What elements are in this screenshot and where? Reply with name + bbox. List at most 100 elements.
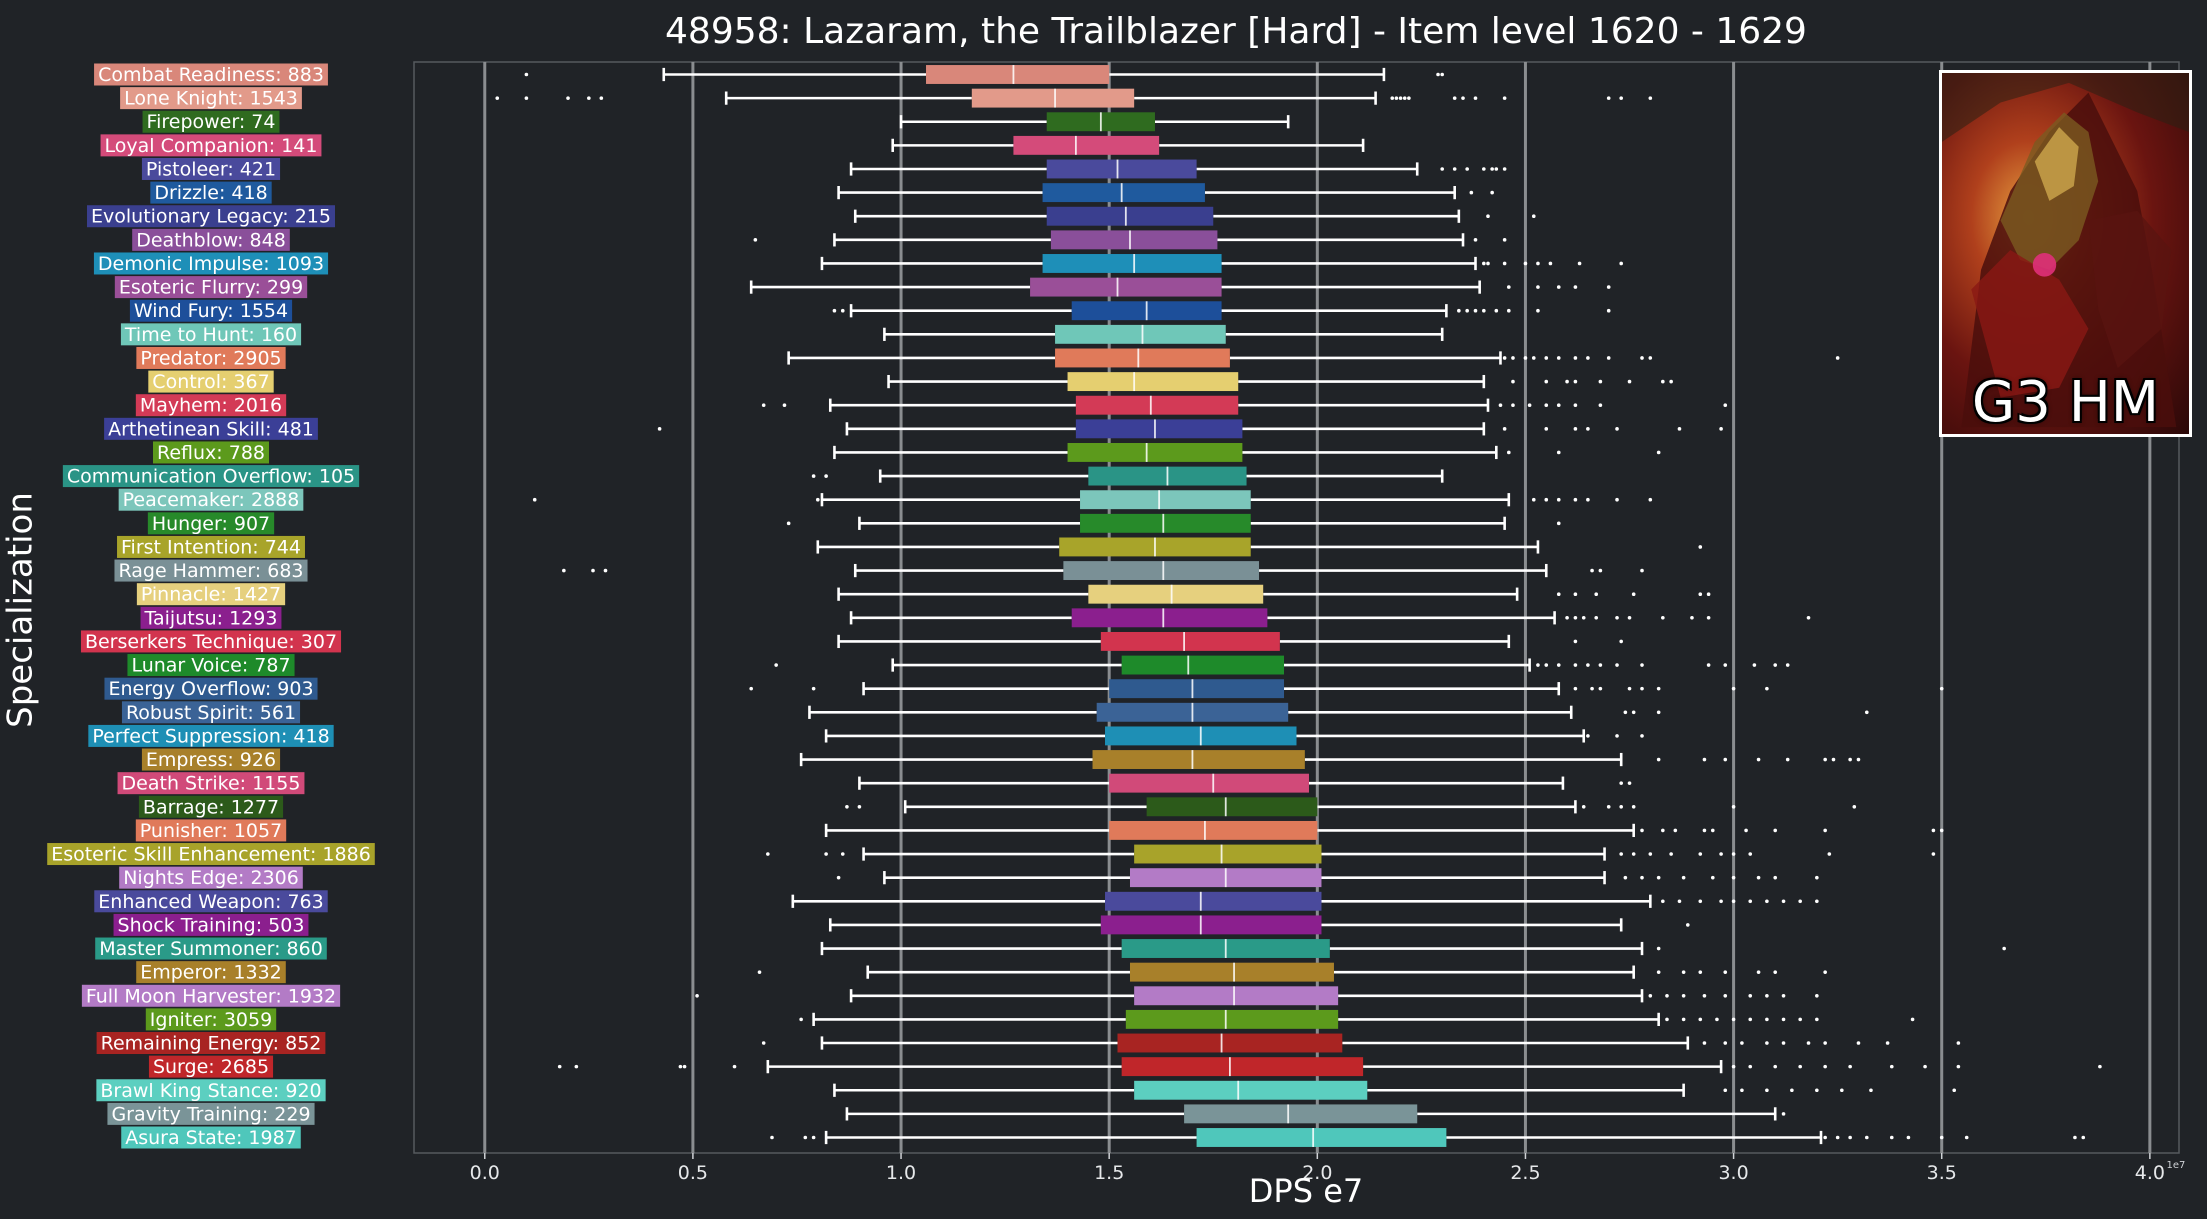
outlier-point [1848,757,1852,762]
outlier-point [1502,96,1507,100]
outlier-point [1573,663,1578,667]
outlier-point [1785,663,1790,667]
outlier-point [1719,852,1723,856]
y-category-label-text: Drizzle: 418 [154,182,267,204]
box-series [858,773,1632,793]
outlier-point [2098,1064,2102,1069]
outlier-point [1748,993,1753,998]
iqr-box [1146,797,1318,817]
outlier-point [1473,96,1478,100]
outlier-point [766,852,770,856]
outlier-point [1502,167,1507,171]
outlier-point [1631,804,1636,809]
iqr-box [1100,631,1280,651]
outlier-point [1835,356,1840,360]
outlier-point [2081,1135,2086,1140]
y-category-label-bg [117,535,305,558]
y-category-label-text: Death Strike: 1155 [122,773,301,795]
outlier-point [1527,403,1532,408]
outlier-point [657,427,662,431]
outlier-point [1486,214,1490,219]
outlier-point [1565,379,1569,384]
outlier-point [1864,710,1869,715]
outlier-point [1648,96,1653,100]
y-category-label: Predator: 2905 [136,346,286,369]
y-category-label-bg [88,724,334,747]
outlier-point [1885,1041,1890,1045]
outlier-point [1615,616,1619,620]
y-category-label-bg [94,890,328,913]
iqr-box [1109,773,1309,793]
outlier-point [1661,379,1665,384]
outlier-point [811,474,816,478]
outlier-point [1665,1017,1669,1022]
iqr-box [1088,584,1264,604]
outlier-point [1752,663,1757,667]
outlier-point [1848,1135,1852,1140]
outlier-point [1710,875,1715,880]
iqr-box [1134,844,1322,864]
x-tick-labels: 0.0 0.5 1.0 1.5 2.0 2.5 3.0 3.5 4.0 [470,1153,2165,1184]
y-category-label: Esoteric Flurry: 299 [114,276,308,299]
outlier-point [1773,970,1778,974]
y-category-label: Energy Overflow: 903 [104,677,318,700]
outlier-point [1656,686,1661,691]
outlier-point [1656,710,1661,715]
outlier-point [1748,1017,1753,1022]
outlier-point [1631,710,1636,715]
outlier-point [1577,261,1582,266]
outlier-point [1823,1064,1827,1069]
y-category-label: Lone Knight: 1543 [120,87,302,110]
outlier-point [1506,308,1511,313]
iqr-box [1129,962,1334,982]
outlier-point [1407,96,1411,100]
outlier-point [1573,285,1578,289]
outlier-point [836,875,841,880]
y-category-label-text: Nights Edge: 2306 [123,867,299,889]
outlier-point [1594,592,1599,596]
iqr-box [1134,1080,1368,1100]
outlier-point [1706,616,1711,620]
iqr-box [1046,206,1214,226]
box-series [787,348,1840,368]
iqr-box [1046,159,1197,179]
outlier-point [1473,238,1478,242]
outlier-point [695,993,699,998]
y-category-label: Enhanced Weapon: 763 [94,890,328,913]
outlier-point [1765,1088,1769,1093]
y-category-label: Igniter: 3059 [145,1008,277,1031]
outlier-point [1723,757,1728,762]
y-category-label: Control: 367 [148,370,274,393]
x-tick-label: 0.0 [470,1162,500,1184]
outlier-point [1956,1041,1961,1045]
outlier-point [757,970,762,974]
x-tick-label: 1.5 [1094,1162,1124,1184]
outlier-point [1710,828,1715,833]
y-category-label-text: Taijutsu: 1293 [144,607,278,629]
iqr-box [1100,915,1322,935]
x-scale-multiplier: 1e7 [2167,1160,2186,1171]
y-category-label-bg [81,984,341,1007]
outlier-point [1573,427,1578,431]
outlier-point [1756,875,1761,880]
outlier-point [1756,757,1761,762]
outlier-point [1781,1017,1786,1022]
iqr-box [1050,230,1218,250]
outlier-point [1681,875,1686,880]
outlier-point [1702,1041,1707,1045]
outlier-point [1648,993,1653,998]
outlier-point [1544,427,1549,431]
outlier-point [1748,1064,1753,1069]
outlier-point [1889,1135,1894,1140]
y-category-label-bg [135,394,287,417]
outlier-point [1848,1064,1852,1069]
y-category-label-text: Igniter: 3059 [150,1009,272,1031]
y-category-label-bg [113,913,309,936]
outlier-point [1698,1017,1703,1022]
outlier-point [824,852,828,856]
y-category-label-text: Firepower: 74 [147,111,276,133]
outlier-point [1640,875,1644,880]
outlier-point [1544,497,1549,502]
y-category-label-text: Asura State: 1987 [125,1127,297,1149]
outlier-point [1656,757,1661,762]
